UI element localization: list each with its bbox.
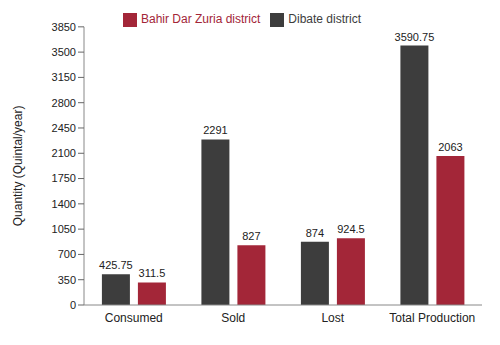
svg-text:350: 350 xyxy=(58,274,76,286)
svg-text:827: 827 xyxy=(242,230,260,242)
svg-text:Quantity (Quintal/year): Quantity (Quintal/year) xyxy=(11,106,25,227)
svg-text:3850: 3850 xyxy=(52,21,76,33)
svg-text:0: 0 xyxy=(70,299,76,311)
svg-text:3150: 3150 xyxy=(52,71,76,83)
svg-text:2800: 2800 xyxy=(52,97,76,109)
svg-text:3500: 3500 xyxy=(52,46,76,58)
svg-text:Total Production: Total Production xyxy=(389,311,475,325)
svg-text:2291: 2291 xyxy=(203,124,227,136)
svg-text:311.5: 311.5 xyxy=(139,267,166,279)
svg-text:1750: 1750 xyxy=(52,172,76,184)
svg-text:2450: 2450 xyxy=(52,122,76,134)
html-text:Dibate district: Dibate district xyxy=(288,12,361,26)
svg-text:Sold: Sold xyxy=(221,311,245,325)
svg-text:Lost: Lost xyxy=(321,311,344,325)
html-text:Bahir Dar Zuria district: Bahir Dar Zuria district xyxy=(141,12,261,26)
svg-text:700: 700 xyxy=(58,248,76,260)
svg-text:1050: 1050 xyxy=(52,223,76,235)
svg-text:3590.75: 3590.75 xyxy=(395,31,435,43)
svg-text:874: 874 xyxy=(306,227,324,239)
svg-text:Consumed: Consumed xyxy=(105,311,163,325)
svg-text:2063: 2063 xyxy=(438,141,462,153)
svg-text:2100: 2100 xyxy=(52,147,76,159)
svg-text:425.75: 425.75 xyxy=(99,259,133,271)
svg-text:1400: 1400 xyxy=(52,198,76,210)
svg-text:924.5: 924.5 xyxy=(337,223,365,235)
